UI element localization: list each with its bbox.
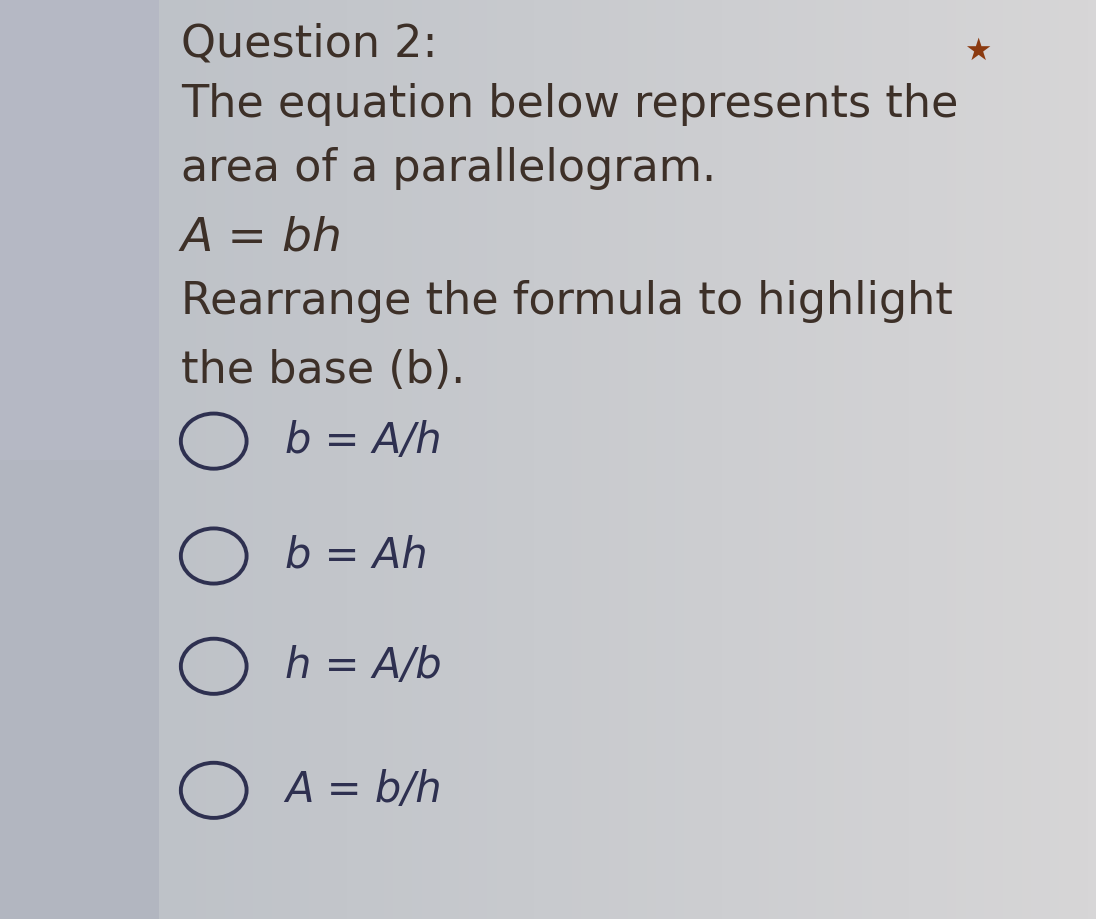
Text: The equation below represents the: The equation below represents the <box>181 83 958 126</box>
Text: A = b/h: A = b/h <box>285 769 442 811</box>
Text: Question 2:: Question 2: <box>181 23 437 66</box>
Bar <box>0 0 159 919</box>
Text: Rearrange the formula to highlight: Rearrange the formula to highlight <box>181 280 952 323</box>
Text: ★: ★ <box>964 37 992 66</box>
Text: the base (b).: the base (b). <box>181 349 465 392</box>
Text: b = Ah: b = Ah <box>285 535 427 577</box>
Bar <box>0 0 159 460</box>
Text: b = A/h: b = A/h <box>285 420 442 462</box>
Text: area of a parallelogram.: area of a parallelogram. <box>181 147 716 190</box>
Text: h = A/b: h = A/b <box>285 645 442 687</box>
Text: A = bh: A = bh <box>181 216 343 261</box>
